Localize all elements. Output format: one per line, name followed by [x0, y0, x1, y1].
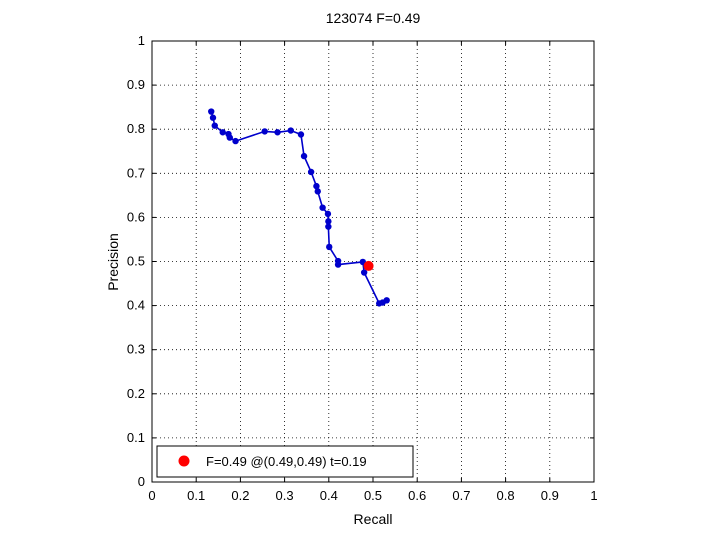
legend-marker: [178, 455, 190, 467]
x-tick-label: 0.5: [364, 488, 382, 503]
legend-box: [156, 445, 414, 478]
y-tick-label: 0.4: [127, 298, 145, 313]
y-tick-label: 0.6: [127, 209, 145, 224]
pr-curve-point: [307, 168, 315, 176]
pr-curve-point: [326, 243, 333, 251]
x-tick-label: 0: [148, 488, 155, 503]
pr-curve-point: [383, 297, 390, 304]
x-tick-label: 0.7: [452, 488, 470, 503]
pr-curve-point: [261, 128, 268, 135]
x-tick-label: 0.2: [231, 488, 249, 503]
pr-curve-point: [219, 129, 226, 136]
pr-curve-point: [360, 269, 368, 276]
legend-label: F=0.49 @(0.49,0.49) t=0.19: [206, 454, 367, 469]
x-tick-label: 0.1: [187, 488, 205, 503]
pr-curve-point: [325, 218, 332, 225]
x-tick-label: 1: [590, 488, 597, 503]
pr-curve-point: [334, 261, 342, 268]
pr-curve-point: [232, 137, 239, 145]
y-axis-label: Precision: [105, 233, 121, 291]
pr-curve-point: [325, 223, 332, 230]
pr-curve-point: [324, 210, 332, 218]
x-tick-label: 0.4: [320, 488, 338, 503]
pr-curve-point: [297, 131, 305, 138]
series-layer: [208, 108, 390, 307]
y-tick-label: 1: [138, 33, 145, 48]
y-tick-label: 0.9: [127, 77, 145, 92]
x-axis-label: Recall: [354, 511, 393, 527]
pr-curve-point: [300, 152, 308, 160]
legend: F=0.49 @(0.49,0.49) t=0.19: [156, 445, 414, 478]
pr-curve-point: [287, 127, 294, 134]
y-tick-label: 0.3: [127, 342, 145, 357]
y-tick-label: 0.2: [127, 386, 145, 401]
x-tick-label: 0.8: [497, 488, 515, 503]
pr-curve-point: [211, 122, 218, 129]
pr-curve-point: [314, 188, 321, 195]
pr-curve-point: [319, 204, 326, 211]
highlight-layer: [363, 260, 374, 271]
pr-curve-point: [313, 182, 320, 190]
best-f-point: [363, 260, 374, 271]
y-tick-label: 0: [138, 474, 145, 489]
x-tick-label: 0.9: [541, 488, 559, 503]
y-tick-label: 0.5: [127, 254, 145, 269]
pr-curve-point: [274, 129, 281, 136]
pr-curve-point: [209, 114, 217, 121]
x-tick-label: 0.6: [408, 488, 426, 503]
grid-lines: [152, 41, 594, 482]
y-tick-label: 0.1: [127, 430, 145, 445]
y-tick-label: 0.7: [127, 165, 145, 180]
chart-title: 123074 F=0.49: [326, 10, 421, 26]
pr-curve-point: [226, 134, 233, 141]
y-tick-label: 0.8: [127, 121, 145, 136]
axis-ticks: 0 0.1 0.2 0.3 0.4 0.5 0.6 0.7 0.8 0.9 1 0 0.1 0.2 0.3 0…: [127, 33, 598, 503]
pr-curve-point: [208, 108, 215, 115]
x-tick-label: 0.3: [276, 488, 294, 503]
